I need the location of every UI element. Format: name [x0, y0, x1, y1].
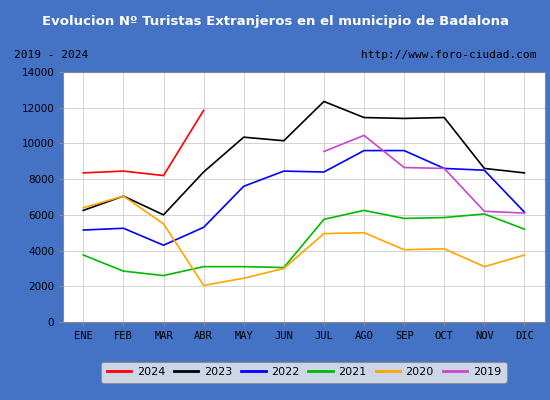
Legend: 2024, 2023, 2022, 2021, 2020, 2019: 2024, 2023, 2022, 2021, 2020, 2019: [101, 362, 507, 383]
Text: http://www.foro-ciudad.com: http://www.foro-ciudad.com: [361, 50, 536, 60]
Text: 2019 - 2024: 2019 - 2024: [14, 50, 88, 60]
Text: Evolucion Nº Turistas Extranjeros en el municipio de Badalona: Evolucion Nº Turistas Extranjeros en el …: [41, 14, 509, 28]
